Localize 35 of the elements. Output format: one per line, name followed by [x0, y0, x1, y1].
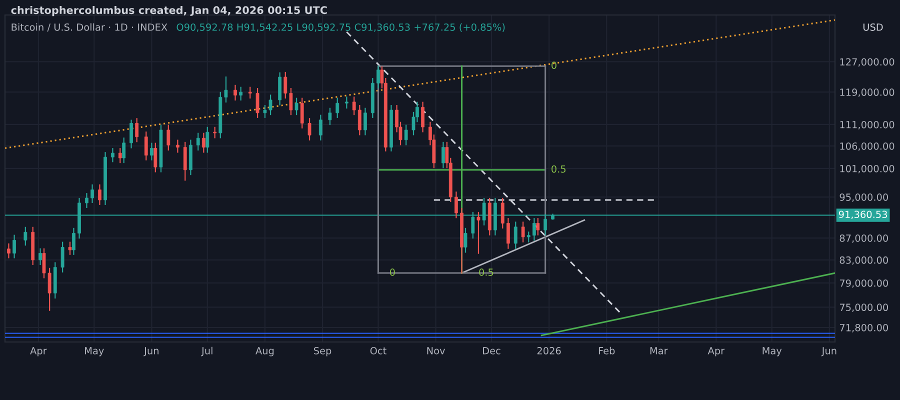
annotation: 0 [390, 268, 395, 276]
annotation: christophercolumbus created, Jan 04, 2026 00:15 UTC [11, 6, 327, 16]
text: Bitcoin / U.S. Dollar · 1D · INDEX [12, 23, 168, 32]
y-tick-label: 106,000.00 [840, 142, 894, 151]
x-tick-label: Jun [821, 347, 836, 356]
x-tick-label: May [762, 347, 782, 356]
x-tick-label: Mar [650, 347, 668, 354]
y-tick-label: 119,000.00 [840, 88, 894, 97]
x-tick-label: Oct [370, 347, 386, 354]
annotation: 0 [552, 62, 556, 69]
y-tick-label: 87,000.00 [840, 234, 888, 243]
y-tick-label: 79,000.00 [840, 279, 888, 288]
x-tick-label: Aug [256, 347, 274, 356]
x-tick-label: Apr [30, 347, 47, 356]
x-tick-label: Jun [144, 347, 158, 356]
y-tick-label: 95,000.00 [840, 194, 888, 202]
annotation: 0.5 [479, 268, 494, 276]
annotation: 0.5 [552, 165, 566, 173]
text: O90,592.78 H91,542.25 L90,592.75 C91,360.53 +767.25 (+0.85%) [176, 23, 505, 32]
y-tick-label: 75,000.00 [840, 304, 888, 312]
x-tick-label: Nov [427, 347, 445, 354]
text: USD [863, 23, 883, 31]
x-tick-label: May [85, 347, 104, 356]
x-tick-label: Sep [314, 347, 332, 356]
y-tick-label: 127,000.00 [840, 58, 894, 67]
y-tick-label: 71,800.00 [840, 324, 888, 332]
x-tick-label: Apr [708, 347, 725, 356]
y-tick-label: 83,000.00 [840, 256, 888, 265]
x-tick-label: Jul [201, 346, 212, 356]
x-tick-label: Dec [483, 347, 500, 354]
y-tick-label: 101,000.00 [840, 164, 894, 174]
x-tick-label: 2026 [537, 347, 561, 354]
x-tick-label: Feb [598, 346, 615, 354]
ref-line-label: 91,360.53 [838, 210, 888, 220]
y-tick-label: 111,000.00 [840, 120, 894, 130]
